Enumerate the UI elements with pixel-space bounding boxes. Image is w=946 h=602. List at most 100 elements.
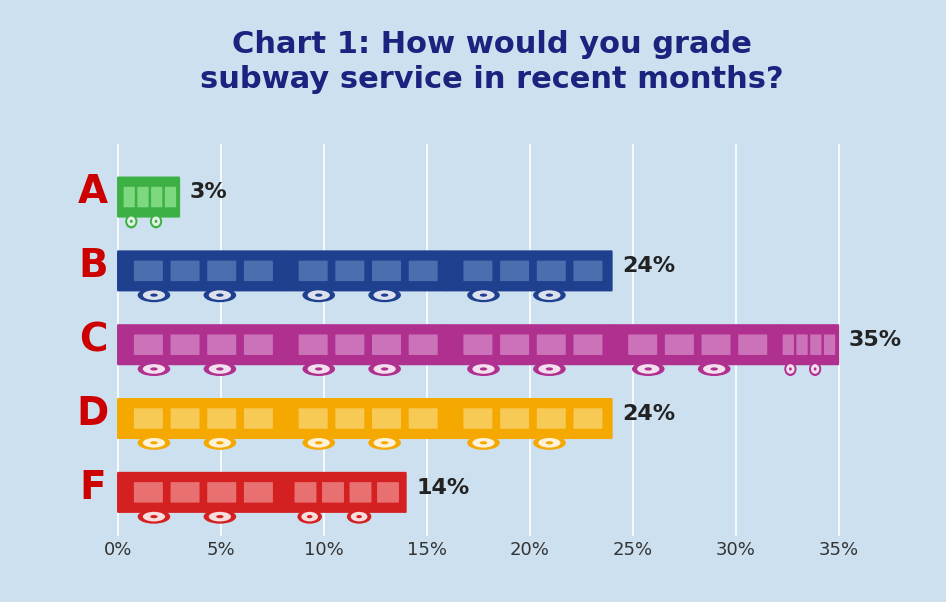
Ellipse shape <box>368 362 401 376</box>
FancyBboxPatch shape <box>372 261 401 281</box>
FancyBboxPatch shape <box>207 335 236 355</box>
FancyBboxPatch shape <box>170 335 200 355</box>
FancyBboxPatch shape <box>170 408 200 429</box>
Bar <box>283 253 289 289</box>
FancyBboxPatch shape <box>611 324 778 365</box>
FancyBboxPatch shape <box>282 398 447 439</box>
FancyBboxPatch shape <box>409 261 438 281</box>
FancyBboxPatch shape <box>117 251 122 291</box>
FancyBboxPatch shape <box>134 482 163 503</box>
FancyBboxPatch shape <box>294 482 316 503</box>
Ellipse shape <box>480 441 487 444</box>
Ellipse shape <box>467 288 499 302</box>
FancyBboxPatch shape <box>573 408 603 429</box>
Ellipse shape <box>381 367 389 371</box>
Ellipse shape <box>351 512 367 521</box>
Bar <box>117 179 120 216</box>
Bar <box>117 326 124 363</box>
FancyBboxPatch shape <box>372 335 401 355</box>
Bar <box>117 253 124 289</box>
Ellipse shape <box>698 362 730 376</box>
Ellipse shape <box>809 362 821 376</box>
Ellipse shape <box>472 364 495 374</box>
FancyBboxPatch shape <box>207 408 236 429</box>
Ellipse shape <box>209 438 231 448</box>
Text: F: F <box>79 469 106 507</box>
Ellipse shape <box>303 362 335 376</box>
FancyBboxPatch shape <box>299 408 327 429</box>
Ellipse shape <box>307 438 330 448</box>
Ellipse shape <box>303 436 335 450</box>
FancyBboxPatch shape <box>824 335 835 355</box>
Ellipse shape <box>480 294 487 297</box>
Ellipse shape <box>811 364 819 374</box>
FancyBboxPatch shape <box>335 335 364 355</box>
Bar <box>283 326 289 363</box>
Ellipse shape <box>143 512 166 521</box>
Ellipse shape <box>546 441 553 444</box>
Ellipse shape <box>381 441 389 444</box>
Ellipse shape <box>152 217 160 226</box>
FancyBboxPatch shape <box>282 250 447 291</box>
Ellipse shape <box>297 509 322 524</box>
FancyBboxPatch shape <box>137 187 149 207</box>
FancyBboxPatch shape <box>170 261 200 281</box>
Ellipse shape <box>154 220 157 223</box>
FancyBboxPatch shape <box>810 335 821 355</box>
FancyBboxPatch shape <box>409 408 438 429</box>
Bar <box>447 326 453 363</box>
Ellipse shape <box>307 364 330 374</box>
FancyBboxPatch shape <box>117 399 122 438</box>
Ellipse shape <box>203 362 236 376</box>
Bar <box>447 400 453 437</box>
Ellipse shape <box>138 509 170 524</box>
FancyBboxPatch shape <box>282 324 447 365</box>
Ellipse shape <box>538 364 561 374</box>
FancyBboxPatch shape <box>282 472 407 513</box>
Text: 24%: 24% <box>622 404 675 424</box>
Ellipse shape <box>546 367 553 371</box>
Ellipse shape <box>150 441 158 444</box>
FancyBboxPatch shape <box>322 482 344 503</box>
FancyBboxPatch shape <box>134 261 163 281</box>
FancyBboxPatch shape <box>244 408 272 429</box>
Ellipse shape <box>217 441 223 444</box>
FancyBboxPatch shape <box>536 408 566 429</box>
Ellipse shape <box>217 294 223 297</box>
FancyBboxPatch shape <box>628 335 657 355</box>
Text: Chart 1: How would you grade
subway service in recent months?: Chart 1: How would you grade subway serv… <box>201 30 783 94</box>
FancyBboxPatch shape <box>464 261 493 281</box>
Bar <box>283 474 287 510</box>
FancyBboxPatch shape <box>151 187 163 207</box>
Ellipse shape <box>203 436 236 450</box>
Ellipse shape <box>143 364 166 374</box>
Ellipse shape <box>315 441 323 444</box>
Ellipse shape <box>315 367 323 371</box>
Ellipse shape <box>472 438 495 448</box>
FancyBboxPatch shape <box>124 187 135 207</box>
Text: 24%: 24% <box>622 256 675 276</box>
Ellipse shape <box>538 438 561 448</box>
FancyBboxPatch shape <box>134 408 163 429</box>
Ellipse shape <box>467 436 499 450</box>
Ellipse shape <box>347 509 372 524</box>
FancyBboxPatch shape <box>165 187 176 207</box>
FancyBboxPatch shape <box>776 324 839 365</box>
FancyBboxPatch shape <box>170 482 200 503</box>
Ellipse shape <box>203 509 236 524</box>
Ellipse shape <box>710 367 718 371</box>
FancyBboxPatch shape <box>117 472 283 513</box>
FancyBboxPatch shape <box>447 250 613 291</box>
FancyBboxPatch shape <box>117 324 283 365</box>
Ellipse shape <box>368 436 401 450</box>
FancyBboxPatch shape <box>207 482 236 503</box>
Ellipse shape <box>217 367 223 371</box>
FancyBboxPatch shape <box>134 335 163 355</box>
Ellipse shape <box>150 515 158 518</box>
FancyBboxPatch shape <box>536 335 566 355</box>
Ellipse shape <box>138 362 170 376</box>
FancyBboxPatch shape <box>447 324 613 365</box>
FancyBboxPatch shape <box>738 335 767 355</box>
Ellipse shape <box>374 438 395 448</box>
Ellipse shape <box>209 512 231 521</box>
